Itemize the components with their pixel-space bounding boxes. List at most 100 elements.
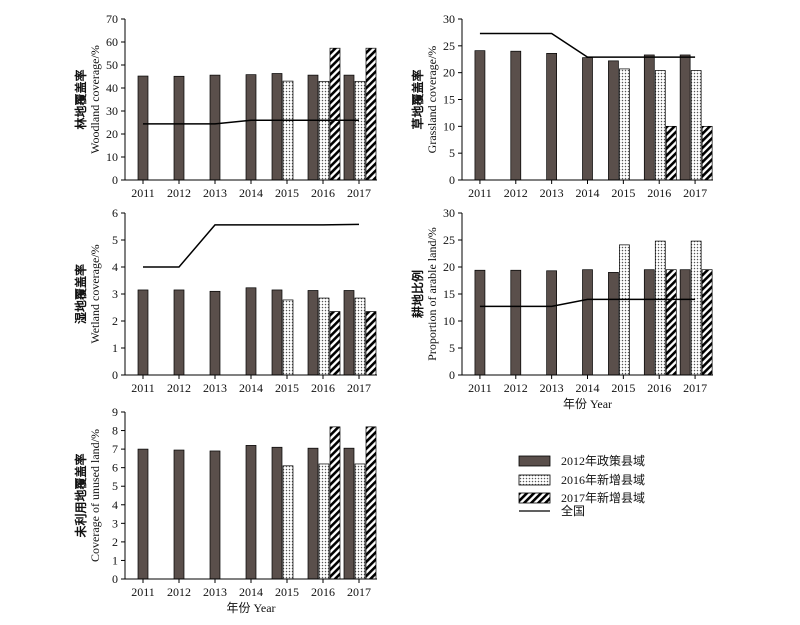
legend-label: 2016年新增县域	[561, 472, 645, 487]
x-tick-label: 2017	[347, 186, 371, 200]
x-tick-label: 2014	[239, 381, 263, 395]
legend: 2012年政策县域 2016年新增县域 2017年新增县域 全国	[518, 454, 645, 518]
y-axis-label-en: Wetland coverage/%	[88, 244, 102, 343]
y-tick-label: 50	[106, 58, 118, 72]
bar	[271, 73, 283, 181]
bar	[307, 290, 319, 376]
x-tick-label: 2013	[203, 186, 227, 200]
y-tick-label: 60	[106, 35, 118, 49]
y-tick-label: 70	[106, 12, 118, 26]
national-line	[479, 298, 696, 308]
y-tick-label: 30	[106, 104, 118, 118]
bar	[510, 269, 522, 376]
y-tick-label: 5	[112, 479, 118, 493]
bar	[474, 269, 486, 376]
bar	[510, 50, 522, 181]
x-tick-label: 2016	[311, 381, 335, 395]
y-tick-label: 7	[112, 442, 118, 456]
bar	[654, 240, 666, 376]
bar	[245, 287, 257, 376]
chart-panel: 0 1 2 3 4 5 6 7 8 9 2011 2012 2013 2014 2015 2016 2017 未利…	[73, 405, 377, 615]
bar	[643, 54, 655, 181]
bar	[582, 269, 593, 376]
bar	[318, 297, 330, 376]
y-tick-label: 3	[112, 516, 118, 530]
bar	[343, 447, 355, 580]
bar	[245, 74, 257, 181]
x-tick-label: 2011	[131, 186, 155, 200]
bar	[701, 269, 713, 376]
x-tick-label: 2013	[540, 186, 564, 200]
y-tick-label: 20	[443, 66, 455, 80]
bar	[354, 463, 366, 580]
y-axis-label-cn: 未利用地覆盖率	[73, 453, 88, 538]
x-tick-label: 2014	[576, 381, 600, 395]
y-tick-label: 40	[106, 81, 118, 95]
x-tick-label: 2013	[203, 585, 227, 599]
x-tick-label: 2011	[468, 381, 492, 395]
y-tick-label: 6	[112, 206, 118, 220]
legend-item-2016-new-counties: 2016年新增县域	[518, 472, 645, 487]
bar	[654, 70, 666, 181]
bar	[329, 426, 341, 580]
x-tick-label: 2012	[167, 585, 191, 599]
x-tick-label: 2016	[647, 381, 671, 395]
national-line	[143, 223, 360, 268]
legend-label: 2017年新增县域	[561, 490, 645, 505]
y-tick-label: 2	[112, 535, 118, 549]
bar	[343, 74, 355, 181]
bar	[271, 446, 283, 580]
x-tick-label: 2012	[167, 381, 191, 395]
x-tick-label: 2016	[647, 186, 671, 200]
bar	[546, 270, 557, 376]
bar	[354, 80, 366, 181]
y-tick-label: 0	[112, 572, 118, 586]
y-tick-label: 0	[112, 173, 118, 187]
legend-item-2012-policy-counties: 2012年政策县域	[518, 454, 645, 468]
bar	[329, 47, 341, 181]
bar	[209, 450, 221, 580]
y-tick-label: 10	[443, 314, 455, 328]
y-axis-label-en: Grassland coverage/%	[425, 46, 439, 154]
bar	[173, 75, 185, 181]
legend-swatch-solid	[518, 455, 551, 467]
y-axis-label-en: Woodland coverage/%	[88, 45, 102, 154]
y-tick-label: 4	[112, 498, 118, 512]
x-tick-label: 2014	[239, 585, 263, 599]
bar	[582, 57, 593, 181]
bar	[608, 272, 619, 376]
bar	[271, 289, 283, 376]
y-tick-label: 9	[112, 405, 118, 419]
bar	[209, 74, 221, 181]
y-axis-label-en: Proportion of arable land/%	[425, 227, 439, 361]
bar	[137, 448, 149, 580]
x-tick-label: 2012	[167, 186, 191, 200]
x-tick-label: 2016	[311, 186, 335, 200]
bar	[307, 74, 319, 181]
x-tick-label: 2017	[347, 381, 371, 395]
y-axis-label-en: Coverage of unused land/%	[88, 429, 102, 562]
bar	[365, 426, 377, 580]
x-tick-label: 2012	[504, 381, 528, 395]
x-tick-label: 2011	[131, 585, 155, 599]
y-tick-label: 15	[443, 93, 455, 107]
y-tick-label: 5	[449, 146, 455, 160]
bar	[643, 269, 655, 376]
legend-item-2017-new-counties: 2017年新增县域	[518, 490, 645, 505]
bar	[619, 244, 630, 376]
x-tick-label: 2017	[347, 585, 371, 599]
y-tick-label: 15	[443, 287, 455, 301]
bar	[209, 290, 221, 376]
x-tick-label: 2013	[203, 381, 227, 395]
national-line	[143, 119, 359, 125]
bar	[665, 269, 677, 376]
x-tick-label: 2015	[611, 381, 635, 395]
y-tick-label: 30	[443, 206, 455, 220]
bar	[354, 297, 366, 376]
bar	[173, 289, 185, 376]
x-tick-label: 2017	[683, 186, 707, 200]
bar	[307, 447, 319, 580]
bar	[329, 311, 341, 376]
